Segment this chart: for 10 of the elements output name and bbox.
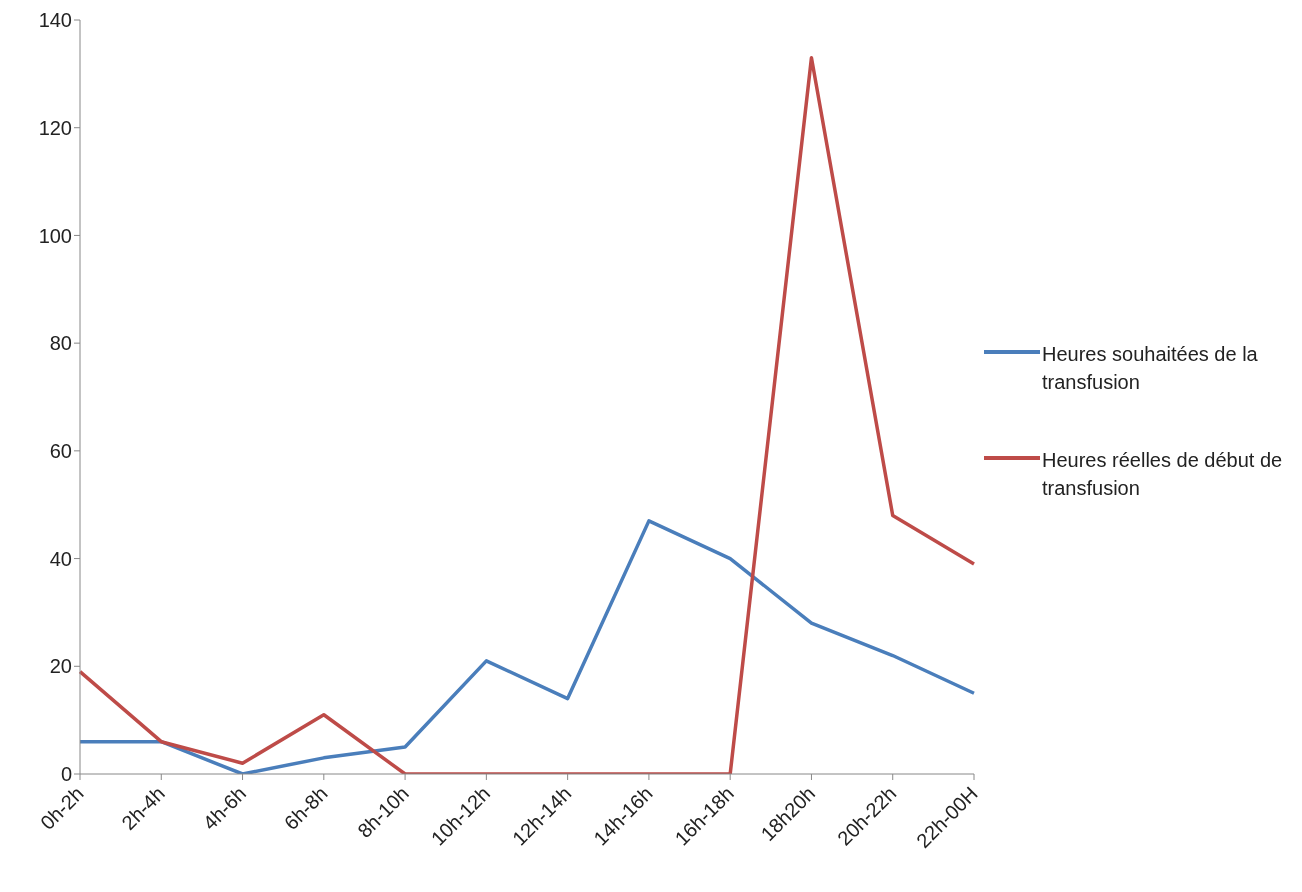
- y-tick-label: 140: [38, 9, 72, 32]
- y-tick-label: 120: [38, 116, 72, 139]
- y-tick-label: 80: [49, 332, 72, 355]
- legend-label: Heures réelles de début de transfusion: [1042, 448, 1284, 501]
- y-tick-label: 20: [49, 655, 72, 678]
- legend-label: Heures souhaitées de la transfusion: [1042, 342, 1259, 395]
- y-tick-label: 0: [60, 763, 72, 786]
- y-tick-label: 40: [49, 547, 72, 570]
- y-tick-label: 60: [49, 439, 72, 462]
- y-tick-label: 100: [38, 224, 72, 247]
